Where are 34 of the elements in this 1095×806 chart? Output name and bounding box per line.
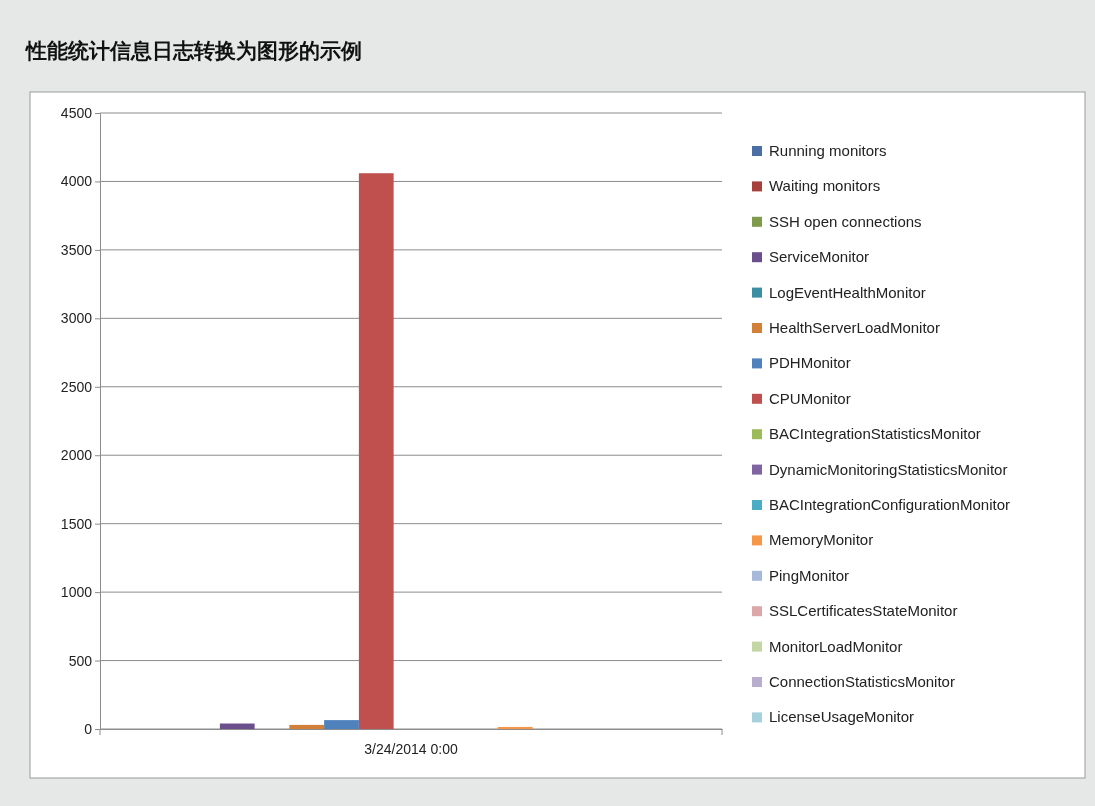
legend-label: BACIntegrationConfigurationMonitor — [769, 496, 1010, 513]
y-tick-label: 4500 — [60, 104, 93, 121]
legend-label: LogEventHealthMonitor — [769, 283, 926, 301]
legend-label: ConnectionStatisticsMonitor — [769, 673, 955, 690]
legend-label: ServiceMonitor — [769, 248, 870, 266]
bar — [324, 720, 359, 729]
legend-label: SSLCertificatesStateMonitor — [769, 602, 958, 620]
y-tick-label: 2000 — [60, 447, 93, 464]
bar — [289, 724, 325, 729]
legend-label: MemoryMonitor — [769, 531, 874, 549]
legend-label: SSH open connections — [769, 212, 922, 230]
bar — [497, 726, 533, 729]
y-tick-label: 3000 — [60, 310, 93, 327]
y-tick-label: 0 — [84, 720, 93, 737]
legend-label: PingMonitor — [769, 566, 850, 584]
bar — [219, 723, 255, 729]
y-tick-label: 1000 — [60, 584, 93, 601]
y-tick-label: 1500 — [60, 515, 93, 532]
legend-label: HealthServerLoadMonitor — [769, 319, 940, 336]
y-tick-label: 2500 — [60, 378, 93, 395]
legend-label: LicenseUsageMonitor — [769, 708, 915, 726]
y-tick-label: 4000 — [60, 173, 93, 190]
chart-title: 性能统计信息日志转换为图形的示例 — [24, 39, 362, 63]
legend-label: BACIntegrationStatisticsMonitor — [769, 425, 981, 443]
legend-label: Waiting monitors — [769, 177, 881, 195]
y-tick-label: 500 — [68, 652, 93, 669]
legend-label: DynamicMonitoringStatisticsMonitor — [769, 460, 1008, 478]
legend-label: PDHMonitor — [769, 354, 851, 372]
legend-label: Running monitors — [769, 142, 887, 159]
legend-label: MonitorLoadMonitor — [769, 637, 903, 655]
legend-label: CPUMonitor — [769, 389, 851, 407]
bar — [358, 173, 394, 729]
y-tick-label: 3500 — [60, 241, 93, 258]
x-tick-label: 3/24/2014 0:00 — [364, 741, 458, 758]
